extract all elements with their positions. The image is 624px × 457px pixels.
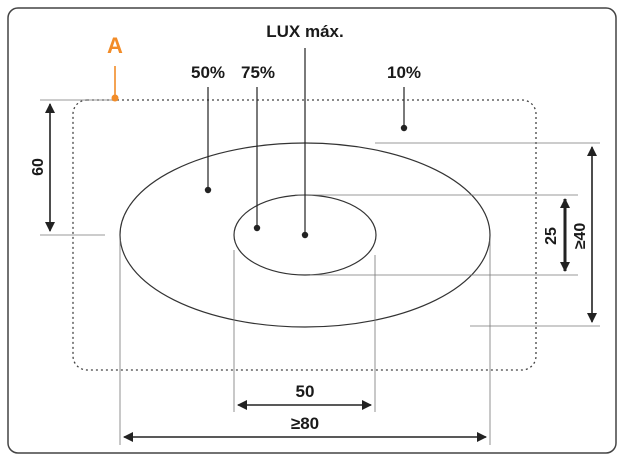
point-a bbox=[111, 94, 119, 102]
label-dimension-50: 50 bbox=[296, 382, 315, 401]
point-10 bbox=[400, 124, 408, 132]
label-dimension-40: ≥40 bbox=[572, 223, 589, 250]
label-10-percent: 10% bbox=[387, 63, 421, 82]
label-50-percent: 50% bbox=[191, 63, 225, 82]
label-dimension-25: 25 bbox=[543, 227, 560, 245]
label-dimension-60: 60 bbox=[30, 158, 47, 176]
point-lux-max bbox=[301, 231, 309, 239]
label-dimension-80: ≥80 bbox=[291, 414, 319, 433]
outer-frame bbox=[7, 7, 617, 454]
label-75-percent: 75% bbox=[241, 63, 275, 82]
label-a: A bbox=[107, 33, 123, 58]
point-75 bbox=[253, 224, 261, 232]
point-50 bbox=[204, 186, 212, 194]
label-lux-max: LUX máx. bbox=[266, 22, 343, 41]
